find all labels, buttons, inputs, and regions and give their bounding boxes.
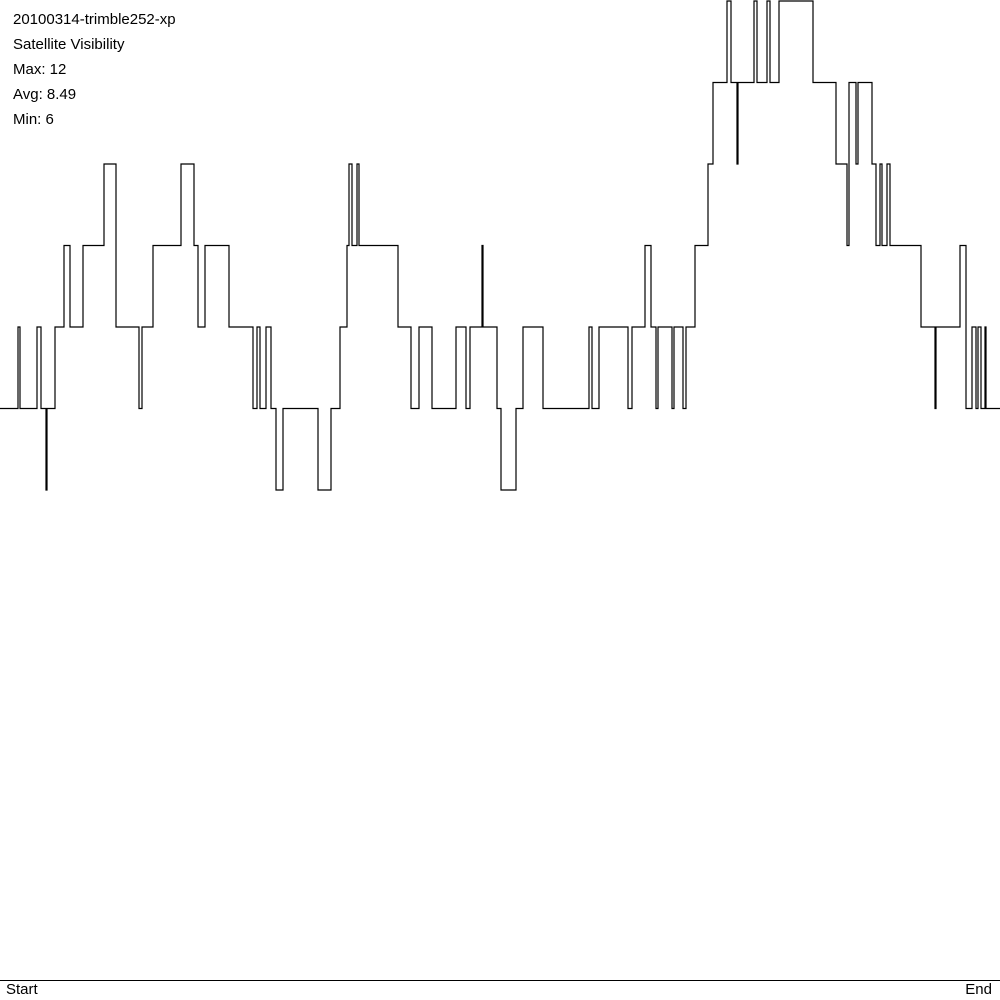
chart-subtitle: Satellite Visibility (13, 36, 125, 53)
x-tick-label: End (965, 981, 992, 998)
stat-max: Max: 12 (13, 61, 66, 78)
stat-avg: Avg: 8.49 (13, 86, 76, 103)
visibility-line (0, 0, 1000, 491)
chart-title: 20100314-trimble252-xp (13, 11, 176, 28)
x-tick-label: Start (6, 981, 39, 998)
stat-min: Min: 6 (13, 111, 54, 128)
